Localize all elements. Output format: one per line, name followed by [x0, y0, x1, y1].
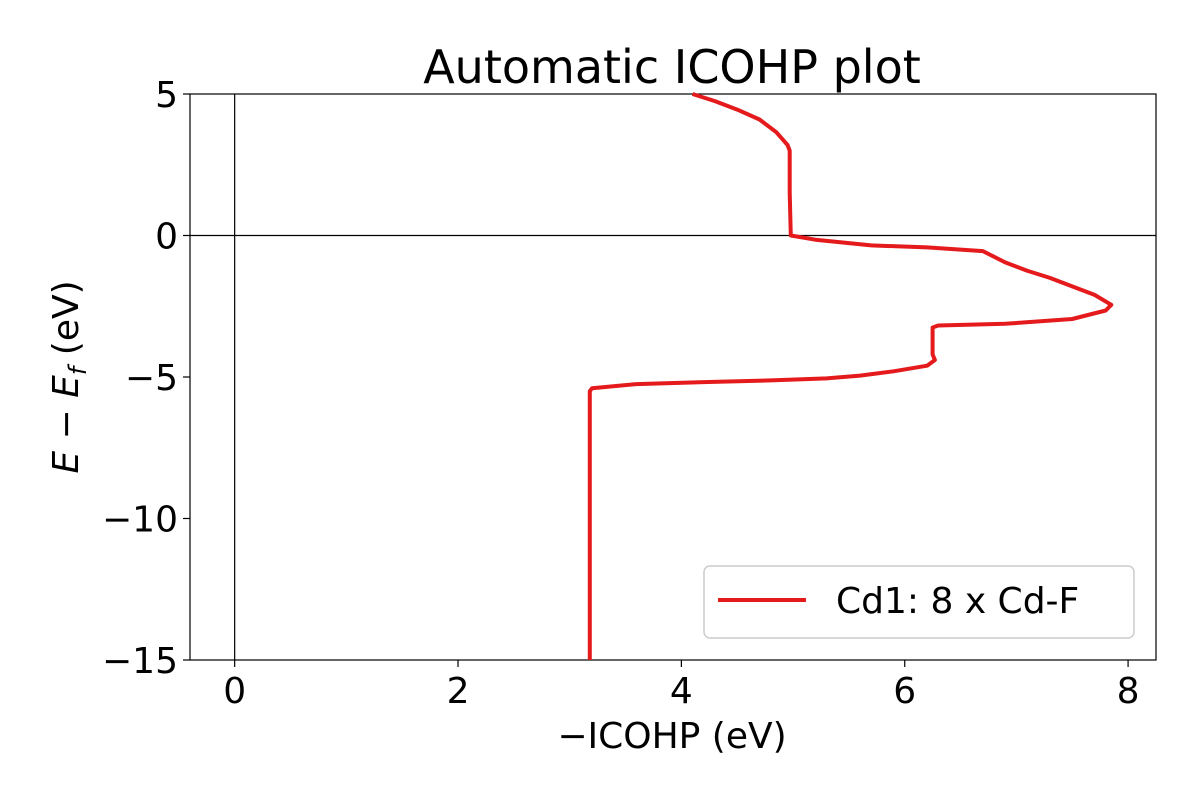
y-tick-label: −15: [102, 641, 178, 682]
x-tick-label: 8: [1117, 671, 1140, 712]
y-tick-label: −10: [102, 500, 178, 541]
y-axis-label: E − Ef (eV): [46, 280, 92, 473]
x-axis-ticks: 0 2 4 6 8: [223, 660, 1140, 712]
zero-lines: [190, 94, 1156, 660]
legend-entry-label: Cd1: 8 x Cd-F: [836, 581, 1079, 622]
series-layer: [587, 92, 1114, 660]
y-tick-label: −5: [125, 358, 178, 399]
x-tick-label: 4: [670, 671, 693, 712]
x-tick-label: 2: [447, 671, 470, 712]
legend: Cd1: 8 x Cd-F: [703, 565, 1135, 639]
x-axis-label: −ICOHP (eV): [557, 716, 786, 757]
x-tick-label: 6: [893, 671, 916, 712]
x-tick-label: 0: [223, 671, 246, 712]
legend-box: [703, 565, 1135, 639]
y-tick-label: 5: [155, 75, 178, 116]
y-tick-label: 0: [155, 217, 178, 258]
chart-title: Automatic ICOHP plot: [423, 40, 921, 94]
y-axis-ticks: 5 0 −5 −10 −15: [102, 75, 190, 682]
series-line-cd1-cd-f: [587, 92, 1114, 660]
